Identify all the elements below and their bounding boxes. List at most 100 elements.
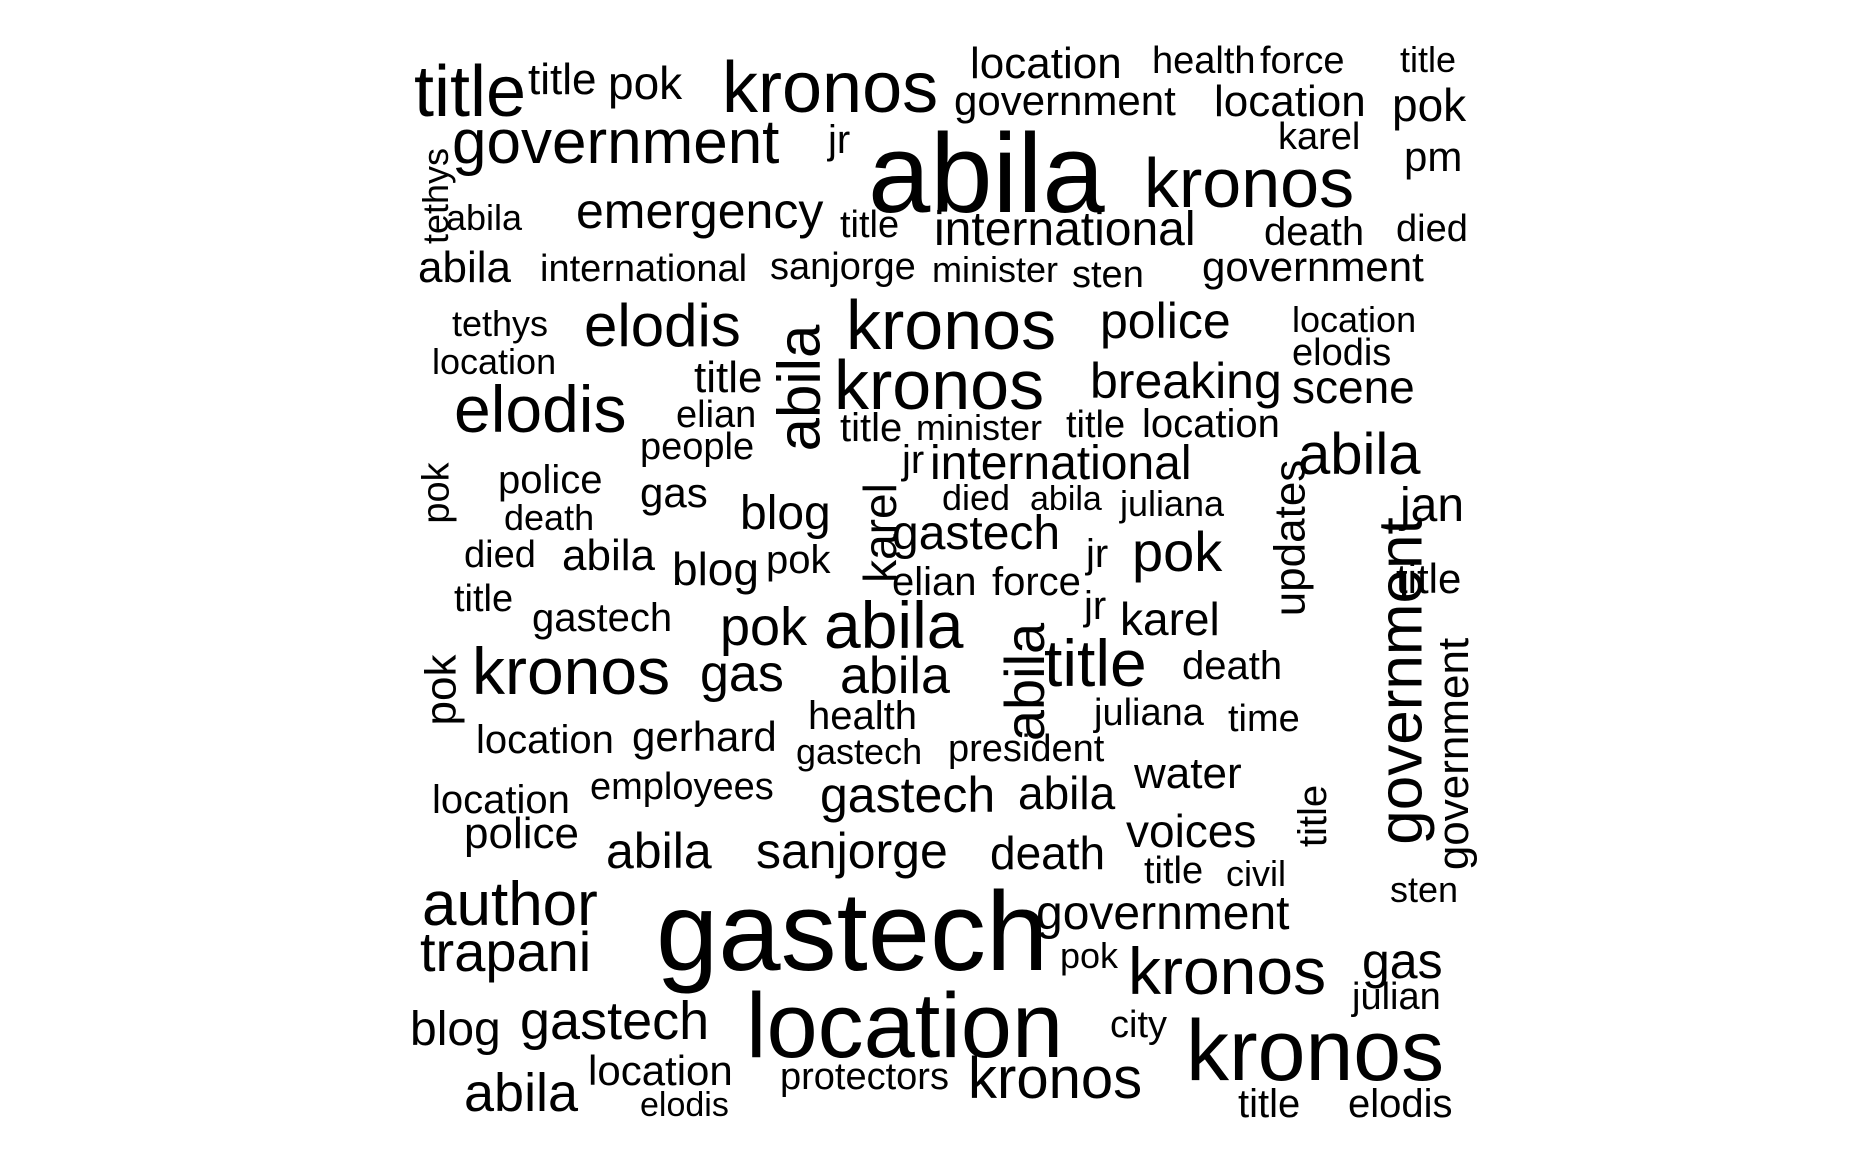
word: title [1066, 404, 1126, 446]
word: jr [828, 118, 851, 162]
word: elodis [584, 292, 741, 359]
word: kronos [722, 48, 939, 128]
word: city [1110, 1004, 1167, 1046]
word: sten [1072, 254, 1144, 296]
word: kronos [968, 1046, 1143, 1111]
word: title [454, 578, 514, 620]
word: blog [410, 1003, 501, 1056]
word: location [432, 778, 570, 822]
word: elian [676, 394, 757, 436]
word: julian [1352, 976, 1441, 1018]
word: kronos [1144, 144, 1355, 222]
word: title [1144, 850, 1204, 892]
word: gastech [820, 767, 996, 823]
word: elodis [1292, 332, 1392, 374]
word: karel [1120, 593, 1220, 645]
word: sten [1390, 869, 1459, 910]
word: title [528, 55, 597, 104]
word: died [942, 477, 1011, 518]
word: elodis [1348, 1082, 1453, 1126]
word: gas [640, 469, 708, 516]
word: pok [1060, 935, 1119, 976]
word: title [1044, 626, 1147, 700]
word: title [414, 52, 527, 132]
word: jan [1400, 479, 1465, 532]
word: abila [1018, 767, 1116, 819]
word: karel [1278, 116, 1361, 158]
word: government [1202, 243, 1424, 290]
word: blog [740, 487, 831, 540]
word: police [464, 809, 579, 858]
word: sanjorge [756, 823, 948, 879]
word: jr [1084, 584, 1107, 628]
word: gastech [892, 507, 1061, 560]
word: sanjorge [770, 246, 916, 288]
word: title [1396, 555, 1462, 602]
word: location [432, 341, 557, 382]
word: water [1134, 749, 1242, 798]
word: kronos [472, 634, 671, 708]
word: juliana [1094, 692, 1204, 734]
word: tethys [452, 303, 549, 344]
word: title [840, 406, 903, 450]
word: abila [824, 588, 964, 662]
word: government [954, 77, 1176, 124]
word: death [990, 827, 1106, 879]
word: location [1142, 402, 1280, 446]
word: civil [1226, 853, 1286, 894]
word: abila [1030, 480, 1102, 518]
word: abila [868, 111, 1105, 236]
word: health [808, 694, 917, 738]
word: location [1292, 299, 1417, 340]
word: gastech [656, 869, 1049, 994]
word: location [588, 1047, 733, 1094]
word: death [1264, 210, 1365, 254]
word: gastech [796, 731, 923, 772]
word: abila [464, 1063, 579, 1123]
word: title [1291, 784, 1336, 848]
word: kronos [846, 286, 1057, 364]
word: location [476, 718, 614, 762]
word: president [948, 728, 1105, 770]
word: location [970, 39, 1122, 88]
word: gas [1362, 933, 1443, 989]
word: force [1260, 40, 1345, 82]
word: protectors [780, 1056, 949, 1098]
word: scene [1292, 361, 1415, 413]
word: international [540, 248, 748, 290]
word: people [640, 426, 755, 468]
word: force [992, 560, 1081, 604]
word: blog [672, 543, 759, 595]
word: international [934, 203, 1196, 256]
word: pok [1132, 520, 1223, 583]
word: death [504, 497, 595, 538]
word: police [1100, 293, 1231, 349]
word: government [452, 108, 780, 177]
word: pok [720, 597, 808, 657]
word: pok [766, 538, 831, 582]
word: kronos [1186, 1003, 1445, 1099]
word: juliana [1120, 483, 1225, 524]
word: gastech [520, 991, 710, 1051]
word: abila [606, 823, 712, 879]
word: title [1400, 39, 1457, 80]
word: jr [1086, 532, 1109, 576]
word: police [498, 458, 603, 502]
word: emergency [576, 183, 824, 239]
word: jr [902, 438, 925, 482]
word: died [1396, 208, 1468, 250]
word: title [694, 353, 763, 402]
word: abila [562, 531, 655, 580]
word: abila [765, 324, 833, 452]
word: government [1036, 887, 1290, 940]
word: location [1214, 77, 1366, 126]
word: kronos [834, 346, 1045, 424]
word: pok [416, 654, 466, 726]
word: voices [1126, 805, 1257, 857]
word: breaking [1090, 353, 1282, 409]
word: abila [1298, 422, 1421, 487]
word: elian [892, 560, 977, 604]
word: died [464, 534, 536, 576]
word: pok [608, 57, 683, 109]
